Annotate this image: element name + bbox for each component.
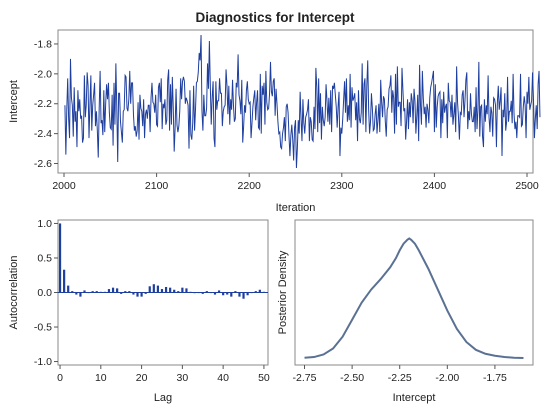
acf-x-tick-label: 0: [57, 372, 63, 384]
trace-x-ticks: 2000 2100 2200 2300 2400 2500: [52, 173, 539, 192]
trace-plot-frame: [57, 29, 534, 174]
trace-series-line: [64, 34, 541, 169]
acf-bar: [67, 285, 70, 293]
acf-bar: [250, 292, 253, 294]
acf-bar: [99, 291, 102, 293]
acf-bar: [87, 292, 90, 294]
trace-x-tick-label: 2100: [145, 180, 169, 192]
acf-bar: [103, 291, 106, 293]
acf-bar: [160, 289, 164, 293]
acf-bar: [63, 269, 66, 293]
acf-y-tick-label: -1.0: [34, 356, 52, 368]
acf-bar: [169, 287, 172, 293]
acf-bar: [177, 291, 180, 293]
acf-bar: [246, 292, 249, 296]
acf-bar: [230, 292, 233, 297]
acf-bar: [120, 292, 123, 294]
density-x-ticks: -2.75 -2.50 -2.25 -2.00 -1.75: [293, 365, 507, 384]
acf-bar: [258, 289, 261, 293]
acf-bar: [128, 291, 131, 293]
acf-x-tick-label: 10: [95, 372, 107, 384]
acf-bar: [111, 287, 115, 293]
acf-bar: [144, 292, 147, 294]
acf-bar: [136, 292, 139, 297]
figure-title: Diagnostics for Intercept: [195, 10, 355, 25]
trace-x-tick-label: 2400: [423, 180, 447, 192]
trace-x-axis-label: Iteration: [276, 202, 316, 214]
density-x-axis-label: Intercept: [393, 392, 436, 404]
acf-x-tick-label: 20: [136, 372, 148, 384]
acf-bar: [181, 287, 184, 293]
trace-panel: -2.6 -2.4 -2.2 -2.0 -1.8 2000 2100 2200 2300 240…: [8, 29, 541, 214]
trace-y-tick-label: -2.0: [34, 68, 52, 80]
acf-bar: [213, 292, 217, 295]
acf-bar: [193, 292, 196, 294]
acf-y-tick-label: 1.0: [37, 218, 52, 230]
acf-bar: [185, 288, 188, 293]
acf-bar: [262, 291, 266, 293]
trace-y-tick-label: -2.6: [34, 158, 52, 170]
acf-bar: [222, 292, 225, 296]
acf-bar: [95, 291, 98, 293]
trace-x-tick-label: 2000: [52, 180, 76, 192]
acf-bar: [164, 286, 168, 293]
trace-y-tick-label: -2.2: [34, 98, 52, 110]
density-x-tick-label: -2.25: [388, 372, 412, 384]
acf-bar: [156, 285, 159, 293]
density-y-axis-label: Posterior Density: [277, 250, 289, 334]
acf-bar: [173, 289, 176, 293]
acf-bar: [107, 289, 111, 293]
acf-x-tick-label: 30: [177, 372, 189, 384]
acf-x-ticks: 0 10 20 30 40 50: [57, 365, 270, 384]
density-curve: [304, 237, 524, 359]
trace-x-tick-label: 2500: [515, 180, 539, 192]
acf-bar: [234, 291, 237, 293]
acf-bar: [242, 292, 245, 299]
trace-x-tick-label: 2300: [330, 180, 354, 192]
density-x-tick-label: -2.00: [435, 372, 459, 384]
acf-y-tick-label: 0.0: [37, 287, 52, 299]
acf-bar: [132, 292, 135, 295]
trace-y-axis-label: Intercept: [8, 80, 20, 123]
acf-bar: [197, 292, 200, 294]
acf-bar: [226, 292, 229, 295]
acf-bar: [79, 292, 82, 297]
acf-bar: [140, 292, 143, 297]
acf-x-tick-label: 50: [258, 372, 270, 384]
acf-bar: [217, 290, 221, 293]
acf-y-ticks: -1.0 -0.5 0.0 0.5 1.0: [34, 218, 58, 368]
acf-bar: [91, 291, 94, 293]
density-panel: -2.75 -2.50 -2.25 -2.00 -1.75 Intercept Post…: [277, 219, 534, 404]
acf-bar: [71, 291, 74, 293]
acf-bar: [75, 292, 78, 295]
trace-x-tick-label: 2200: [238, 180, 262, 192]
trace-y-tick-label: -1.8: [34, 38, 52, 50]
acf-bar: [201, 292, 204, 294]
acf-y-tick-label: -0.5: [34, 322, 52, 334]
acf-bar: [58, 223, 62, 293]
acf-bar: [152, 284, 155, 293]
acf-bar: [205, 291, 208, 293]
trace-y-ticks: -2.6 -2.4 -2.2 -2.0 -1.8: [34, 38, 58, 170]
density-x-tick-label: -1.75: [483, 372, 507, 384]
acf-bar: [238, 292, 241, 297]
acf-y-tick-label: 0.5: [37, 252, 52, 264]
acf-bars: [58, 223, 266, 299]
acf-bar: [189, 291, 192, 293]
acf-x-axis-label: Lag: [154, 392, 172, 404]
acf-bar: [148, 286, 151, 293]
acf-bar: [124, 291, 127, 293]
acf-bar: [116, 288, 119, 293]
autocorrelation-panel: -1.0 -0.5 0.0 0.5 1.0 0 10 20 30 40 50 Lag Autoco…: [8, 218, 270, 404]
acf-bar: [209, 292, 213, 294]
density-x-tick-label: -2.50: [340, 372, 364, 384]
trace-y-tick-label: -2.4: [34, 128, 52, 140]
acf-x-tick-label: 40: [217, 372, 229, 384]
acf-y-axis-label: Autocorrelation: [8, 256, 20, 330]
density-x-tick-label: -2.75: [293, 372, 317, 384]
acf-bar: [254, 291, 257, 293]
acf-bar: [83, 290, 86, 293]
